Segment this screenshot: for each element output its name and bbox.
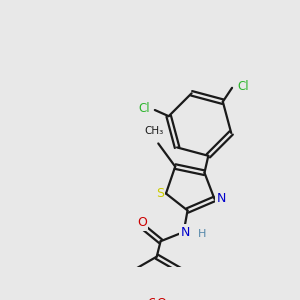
Text: O: O [147, 297, 157, 300]
Text: N: N [181, 226, 190, 238]
Text: O: O [137, 216, 147, 229]
Text: N: N [217, 192, 226, 206]
Text: O: O [156, 297, 166, 300]
Text: H: H [197, 229, 206, 238]
Text: Cl: Cl [237, 80, 249, 93]
Text: CH₃: CH₃ [145, 126, 164, 136]
Text: S: S [156, 187, 164, 200]
Text: Cl: Cl [138, 102, 150, 115]
